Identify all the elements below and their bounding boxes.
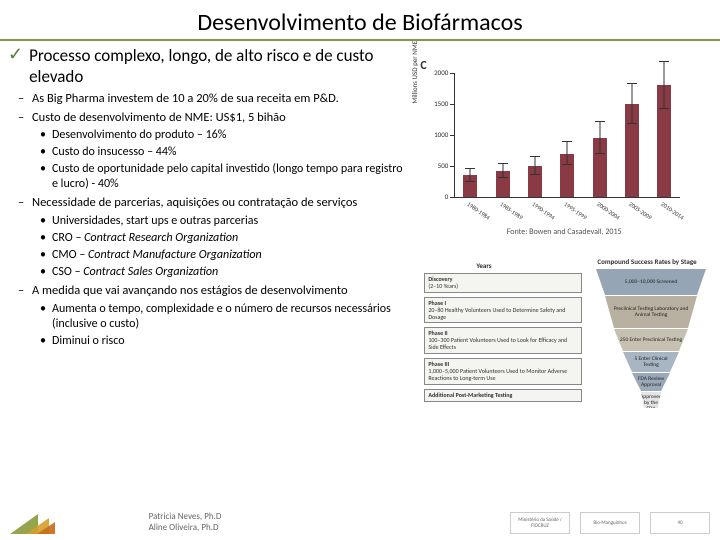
bullet-item: Custo de oportunidade pelo capital inves… <box>52 162 410 192</box>
y-tick-label: 1500 <box>416 99 448 108</box>
cost-bar-chart: C0500100015002000Millions USD per NME198… <box>416 63 686 223</box>
x-tick-label: 1985-1989 <box>498 200 524 222</box>
page-title: Desenvolvimento de Biofármacos <box>0 0 720 41</box>
funnel-segment: 250 Enter Preclinical Testing <box>614 329 688 351</box>
funnel-segment: 5,000–10,000 Screened <box>596 269 706 295</box>
bullet-item: CSO – Contract Sales Organization <box>52 265 410 280</box>
y-axis-label: Millions USD per NME <box>410 41 419 104</box>
bullet-item: Custo do insucesso – 44% <box>52 145 410 160</box>
left-column: ✓ Processo complexo, longo, de alto risc… <box>8 45 416 465</box>
bullet-item: CRO – Contract Research Organization <box>52 231 410 246</box>
bullet-item: Aumenta o tempo, complexidade e o número… <box>52 302 410 332</box>
bullet-item: CMO – Contract Manufacture Organization <box>52 248 410 263</box>
bullet-sublist: Desenvolvimento do produto – 16% Custo do… <box>32 128 410 192</box>
bullet-item: Universidades, start ups e outras parcer… <box>52 214 410 229</box>
funnel-stage-box: Phase II100–300 Patient Volunteers Used … <box>424 327 582 354</box>
funnel-stage-box: Additional Post-Marketing Testing <box>424 389 582 402</box>
main-bullet-text: Processo complexo, longo, de alto risco … <box>29 45 410 87</box>
funnel-segment: Preclinical Testing Laboratory and Anima… <box>605 296 697 328</box>
funnel-segment: 1 Approved by the FDA <box>641 392 661 408</box>
funnel-segment: 5 Enter Clinical Testing <box>623 352 679 372</box>
x-tick-label: 2000-2004 <box>595 200 621 222</box>
bullet-sublist: Aumenta o tempo, complexidade e o número… <box>32 302 410 349</box>
main-bullet: ✓ Processo complexo, longo, de alto risc… <box>8 45 410 87</box>
funnel-title: Compound Success Rates by Stage <box>592 257 702 266</box>
footer-authors: Patricia Neves, Ph.D Aline Oliveira, Ph.… <box>149 512 222 534</box>
logo-icon: Ministério da Saúde / FIOCRUZ <box>510 512 570 534</box>
right-column: C0500100015002000Millions USD per NME198… <box>416 45 712 465</box>
funnel-stage-box: Phase III1,000–5,000 Patient Volunteers … <box>424 358 582 385</box>
bullet-item: Desenvolvimento do produto – 16% <box>52 128 410 143</box>
dash-item: Necessidade de parcerias, aquisições ou … <box>32 195 410 280</box>
footer-triangles-icon <box>10 508 100 534</box>
y-tick-label: 0 <box>416 192 448 201</box>
funnel-left-boxes: Discovery(2–10 Years) Phase I20–80 Health… <box>424 273 582 406</box>
funnel-diagram: Years Compound Success Rates by Stage Di… <box>416 255 712 465</box>
funnel-shape: 5,000–10,000 ScreenedPreclinical Testing… <box>596 269 706 439</box>
bullet-sublist: Universidades, start ups e outras parcer… <box>32 214 410 280</box>
funnel-stage-box: Discovery(2–10 Years) <box>424 273 582 293</box>
dash-item: A medida que vai avançando nos estágios … <box>32 283 410 349</box>
x-tick-label: 1990-1994 <box>530 200 556 222</box>
decorative-triangle-icon <box>37 522 55 534</box>
years-label: Years <box>476 261 491 270</box>
y-tick-label: 1000 <box>416 130 448 139</box>
x-tick-label: 2010-2014 <box>660 200 686 222</box>
x-tick-label: 1995-1999 <box>563 200 589 222</box>
logo-icon: Bio-Manguinhos <box>580 512 640 534</box>
x-tick-label: 1980-1984 <box>466 200 492 222</box>
footer-logos: Ministério da Saúde / FIOCRUZ Bio-Manguin… <box>510 512 710 534</box>
dash-list: As Big Pharma investem de 10 a 20% de su… <box>8 91 410 349</box>
dash-item: As Big Pharma investem de 10 a 20% de su… <box>32 91 410 107</box>
funnel-stage-box: Phase I20–80 Healthy Volunteers Used to … <box>424 297 582 324</box>
check-icon: ✓ <box>8 45 23 65</box>
x-tick-label: 2005-2009 <box>627 200 653 222</box>
chart-source: Fonte: Bowen and Casadevall, 2015 <box>416 227 712 237</box>
content-area: ✓ Processo complexo, longo, de alto risc… <box>0 41 720 465</box>
bullet-item: Diminui o risco <box>52 334 410 349</box>
footer: Patricia Neves, Ph.D Aline Oliveira, Ph.… <box>0 508 720 534</box>
y-tick-label: 500 <box>416 161 448 170</box>
author-2: Aline Oliveira, Ph.D <box>149 523 222 534</box>
dash-item: Custo de desenvolvimento de NME: US$1, 5… <box>32 110 410 193</box>
logo-icon: 40 <box>650 512 710 534</box>
funnel-segment: FDA Review Approval <box>632 373 670 391</box>
y-tick-label: 2000 <box>416 68 448 77</box>
